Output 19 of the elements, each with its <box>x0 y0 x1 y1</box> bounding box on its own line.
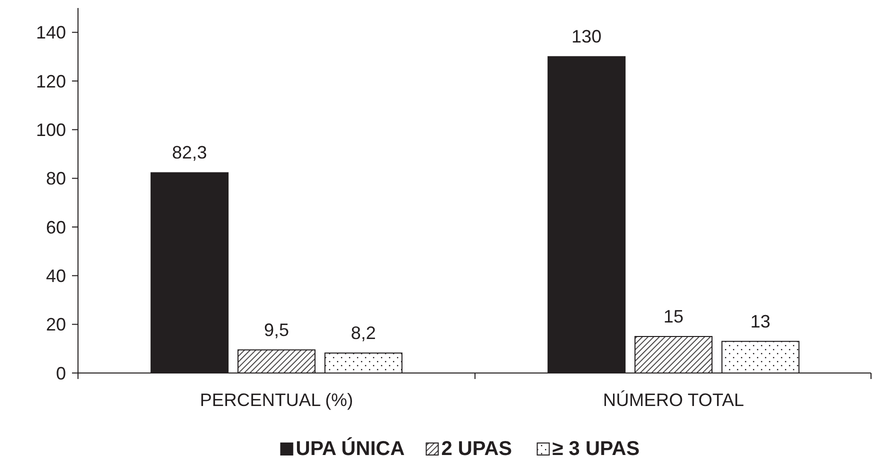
y-tick-label: 140 <box>36 22 66 43</box>
y-tick-label: 40 <box>46 266 66 286</box>
y-tick-label: 60 <box>46 217 66 238</box>
legend-label: 2 UPAS <box>441 438 512 460</box>
y-tick-label: 20 <box>46 314 66 335</box>
data-label: 15 <box>663 306 684 326</box>
legend-label: UPA ÚNICA <box>296 437 405 460</box>
data-label: 13 <box>750 311 770 332</box>
y-tick-label: 0 <box>56 363 66 384</box>
x-tick-label: PERCENTUAL (%) <box>200 390 354 410</box>
data-label: 130 <box>572 26 602 47</box>
y-tick-label: 120 <box>36 71 66 92</box>
data-label: 82,3 <box>172 142 208 163</box>
y-tick-label: 80 <box>46 168 66 189</box>
legend-label: ≥ 3 UPAS <box>552 438 640 460</box>
data-label: 8,2 <box>350 323 376 344</box>
data-label: 9,5 <box>264 320 290 340</box>
y-tick-label: 100 <box>36 120 66 140</box>
x-tick-label: NÚMERO TOTAL <box>602 390 744 410</box>
